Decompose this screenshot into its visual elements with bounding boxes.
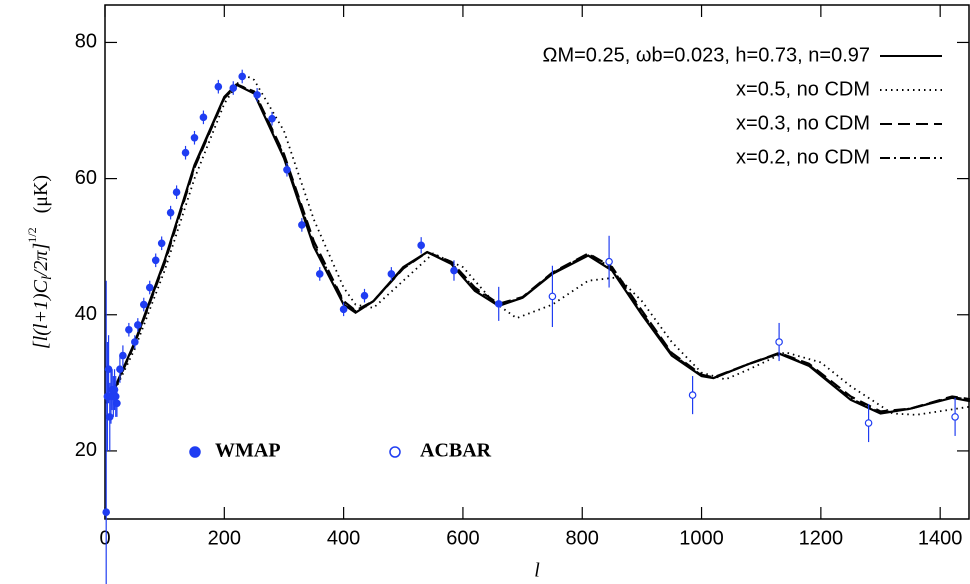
data-point [113, 399, 121, 408]
data-point [181, 148, 190, 157]
legend-label: ΩM=0.25, ωb=0.023, h=0.73, n=0.97 [543, 44, 870, 66]
data-point [190, 133, 199, 142]
data-point [253, 91, 261, 99]
data-point [605, 257, 613, 266]
data-point [688, 391, 697, 399]
data-point [548, 292, 557, 301]
x-tick-label: 200 [208, 527, 241, 549]
data-point [157, 239, 166, 248]
legend-marker [389, 446, 401, 458]
plot-frame [104, 4, 970, 520]
data-point [134, 321, 142, 329]
y-label-part: (μK) [30, 175, 52, 214]
data-point [494, 300, 503, 308]
data-point [387, 270, 396, 278]
legend-label: ACBAR [420, 440, 492, 462]
data-point [119, 351, 127, 360]
legend-label: x=0.2, no CDM [736, 146, 870, 168]
data-point [125, 325, 133, 334]
data-point [172, 188, 181, 197]
data-point [102, 508, 110, 516]
y-tick-label: 20 [75, 439, 97, 461]
data-point [951, 413, 959, 421]
data-point [315, 270, 324, 278]
y-tick-label: 40 [75, 303, 97, 325]
data-point [238, 72, 247, 81]
y-label-part: 1/2 [25, 227, 39, 242]
data-point [151, 256, 160, 265]
data-point [145, 283, 154, 292]
x-tick-label: 1200 [799, 527, 844, 549]
x-tick-label: 800 [566, 527, 599, 549]
x-tick-label: 600 [446, 527, 479, 549]
data-point [105, 413, 114, 421]
y-label-part: l [40, 276, 55, 280]
legend-marker [189, 446, 201, 458]
data-point [199, 113, 208, 122]
x-axis-label: l [534, 560, 540, 582]
data-point [298, 221, 306, 229]
data-point [864, 419, 873, 427]
x-tick-label: 1400 [918, 527, 963, 549]
data-point [283, 165, 291, 174]
y-label-part: /2π] [30, 243, 52, 277]
data-point [775, 338, 783, 346]
model-curve [105, 83, 970, 414]
data-point [450, 266, 458, 275]
x-tick-label: 1000 [679, 527, 724, 549]
x-tick-label: 0 [99, 527, 110, 549]
data-point [139, 300, 148, 309]
data-point [339, 305, 348, 314]
data-point [214, 82, 223, 91]
y-axis-label: [l(l+1)Cl/2π]1/2 (μK) [25, 175, 55, 349]
data-point [116, 365, 124, 374]
data-point [229, 84, 238, 92]
data-point [360, 291, 369, 300]
data-point [166, 208, 175, 217]
legend-label: WMAP [215, 440, 281, 462]
data-point [111, 392, 120, 401]
y-tick-label: 60 [75, 167, 97, 189]
legend-label: x=0.3, no CDM [736, 112, 870, 134]
y-label-part: [l(l+1)C [30, 279, 52, 349]
data-point [417, 241, 425, 250]
data-point [131, 338, 139, 346]
legend-label: x=0.5, no CDM [736, 78, 870, 100]
y-tick-label: 80 [75, 31, 97, 53]
data-point [268, 114, 276, 123]
x-tick-label: 400 [327, 527, 360, 549]
